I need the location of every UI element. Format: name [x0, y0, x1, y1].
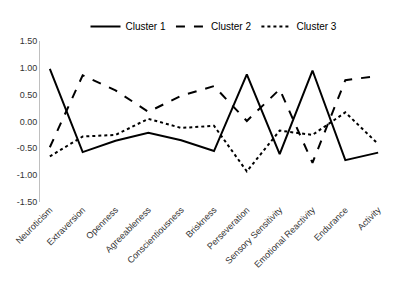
svg-text:Conscientiousness: Conscientiousness	[125, 205, 186, 266]
svg-text:1.50: 1.50	[20, 36, 38, 46]
svg-text:Cluster 2: Cluster 2	[211, 21, 251, 32]
svg-text:Openness: Openness	[84, 205, 120, 241]
svg-text:Cluster 3: Cluster 3	[296, 21, 336, 32]
svg-text:Extraversion: Extraversion	[45, 205, 87, 247]
svg-text:0.00: 0.00	[20, 117, 38, 127]
svg-text:Perseveration: Perseveration	[205, 205, 251, 251]
svg-text:0.50: 0.50	[20, 90, 38, 100]
svg-text:Agreeableness: Agreeableness	[103, 205, 153, 255]
svg-text:-1.50: -1.50	[17, 197, 38, 207]
svg-text:Sensory Sensitivity: Sensory Sensitivity	[223, 205, 284, 266]
svg-text:-0.50: -0.50	[17, 143, 38, 153]
svg-text:-1.00: -1.00	[17, 170, 38, 180]
svg-text:Emotional Reactivity: Emotional Reactivity	[252, 205, 317, 270]
svg-text:Endurance: Endurance	[312, 205, 350, 243]
svg-text:Neuroticism: Neuroticism	[14, 205, 55, 246]
svg-text:Briskness: Briskness	[184, 205, 219, 240]
svg-text:Activity: Activity	[356, 205, 384, 233]
svg-text:Cluster 1: Cluster 1	[126, 21, 166, 32]
svg-text:1.00: 1.00	[20, 63, 38, 73]
